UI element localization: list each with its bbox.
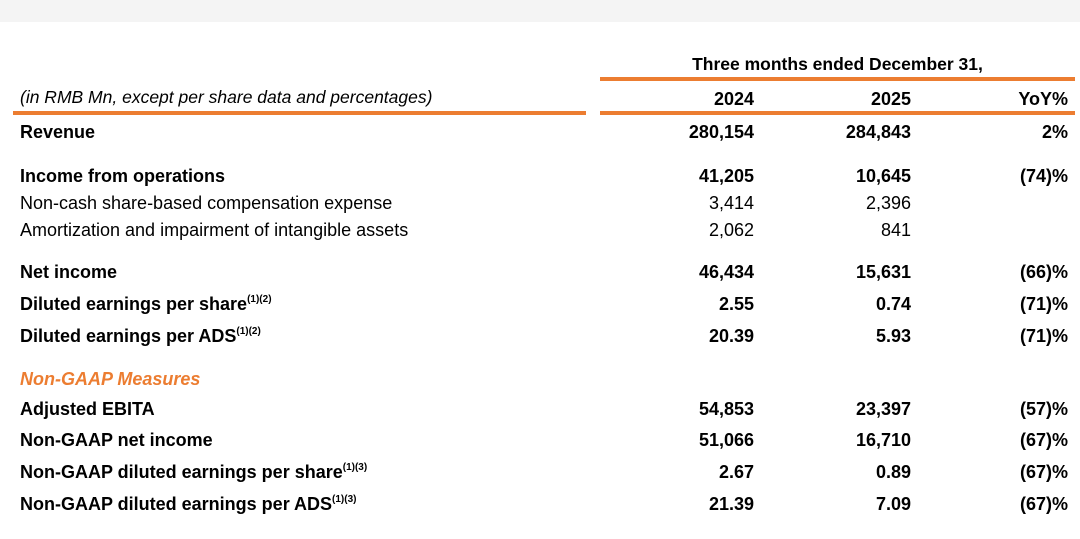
value-yoy: (67)% [1019,494,1068,514]
row-label: Non-cash share-based compensation expens… [20,194,392,212]
row-label-text: Amortization and impairment of intangibl… [20,220,409,240]
value-2025: 0.89 [875,462,911,482]
row-label-text: Non-cash share-based compensation expens… [20,193,393,213]
value-yoy: (74)% [1019,166,1068,186]
value-2024: 2,062 [708,220,754,240]
value-2025: 284,843 [845,122,911,142]
row-label-text: Adjusted EBITA [20,399,155,419]
row-label-text: Non-GAAP net income [20,430,213,450]
value-2024: 46,434 [698,262,754,282]
header-rule-right [600,111,1075,115]
value-2025: 2,396 [865,193,911,213]
row-label-text: Net income [20,262,118,282]
row-label: Diluted earnings per ADS(1)(2) [20,326,261,346]
value-yoy: (57)% [1019,399,1068,419]
column-header-yoy: YoY% [1018,89,1068,109]
row-label-text: Diluted earnings per ADS [20,326,237,346]
value-2024: 21.39 [708,494,754,514]
row-label-text: Revenue [20,122,96,142]
row-label: Income from operations [20,167,225,185]
non-gaap-section-title: Non-GAAP Measures [20,369,201,389]
value-yoy: (67)% [1019,430,1068,450]
row-label-text: Diluted earnings per share [20,294,248,314]
row-label-text: Non-GAAP diluted earnings per ADS [20,494,333,514]
row-label: Adjusted EBITA [20,400,155,418]
value-2025: 16,710 [855,430,911,450]
value-2024: 3,414 [708,193,754,213]
value-yoy: (71)% [1019,294,1068,314]
value-2024: 41,205 [698,166,754,186]
row-label: Diluted earnings per share(1)(2) [20,294,272,314]
footnote-reference: (1)(2) [247,294,272,305]
value-2024: 54,853 [698,399,754,419]
period-header: Three months ended December 31, [692,54,983,74]
value-2025: 7.09 [875,494,911,514]
row-label: Net income [20,263,117,281]
value-yoy: 2% [1041,122,1068,142]
value-2024: 280,154 [688,122,754,142]
value-2025: 15,631 [855,262,911,282]
column-header-2025: 2025 [870,89,911,109]
value-2025: 10,645 [855,166,911,186]
footnote-reference: (1)(3) [332,494,357,505]
period-header-rule [600,77,1075,81]
value-2025: 0.74 [875,294,911,314]
footnote-reference: (1)(3) [342,462,368,473]
header-rule-left [13,111,586,115]
top-bar [0,0,1080,22]
row-label: Non-GAAP diluted earnings per share(1)(3… [20,462,368,482]
value-yoy: (66)% [1019,262,1068,282]
column-header-2024: 2024 [713,89,754,109]
footnote-reference: (1)(2) [236,326,261,337]
units-note: (in RMB Mn, except per share data and pe… [20,87,433,107]
value-yoy: (67)% [1019,462,1068,482]
row-label: Non-GAAP diluted earnings per ADS(1)(3) [20,494,357,514]
value-2025: 23,397 [855,399,911,419]
row-label-text: Non-GAAP diluted earnings per share [20,462,343,482]
value-yoy: (71)% [1019,326,1068,346]
row-label: Revenue [20,123,95,141]
row-label: Non-GAAP net income [20,431,213,449]
value-2024: 20.39 [708,326,754,346]
value-2025: 5.93 [875,326,911,346]
row-label: Amortization and impairment of intangibl… [20,221,408,239]
value-2024: 51,066 [698,430,754,450]
value-2024: 2.55 [718,294,754,314]
value-2025: 841 [880,220,911,240]
row-label-text: Income from operations [20,166,226,186]
value-2024: 2.67 [718,462,754,482]
